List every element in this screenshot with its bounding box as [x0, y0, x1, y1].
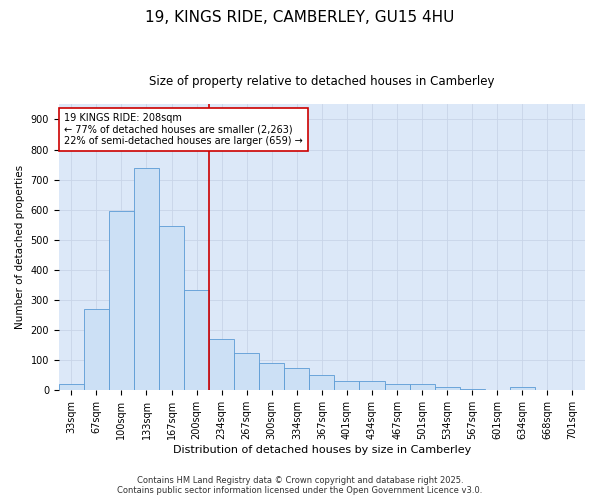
Bar	[259, 364, 284, 390]
Bar	[234, 352, 259, 391]
Bar	[159, 226, 184, 390]
Y-axis label: Number of detached properties: Number of detached properties	[15, 166, 25, 330]
Bar	[84, 309, 109, 390]
Bar	[209, 339, 234, 390]
Bar	[284, 368, 310, 390]
Bar	[134, 168, 159, 390]
Bar	[434, 388, 460, 390]
Text: 19 KINGS RIDE: 208sqm
← 77% of detached houses are smaller (2,263)
22% of semi-d: 19 KINGS RIDE: 208sqm ← 77% of detached …	[64, 113, 303, 146]
Bar	[385, 384, 410, 390]
Bar	[334, 382, 359, 390]
Bar	[410, 384, 434, 390]
Bar	[184, 290, 209, 390]
Text: Contains HM Land Registry data © Crown copyright and database right 2025.
Contai: Contains HM Land Registry data © Crown c…	[118, 476, 482, 495]
Bar	[59, 384, 84, 390]
Bar	[109, 212, 134, 390]
Text: 19, KINGS RIDE, CAMBERLEY, GU15 4HU: 19, KINGS RIDE, CAMBERLEY, GU15 4HU	[145, 10, 455, 25]
Bar	[359, 382, 385, 390]
Bar	[310, 376, 334, 390]
Bar	[460, 389, 485, 390]
X-axis label: Distribution of detached houses by size in Camberley: Distribution of detached houses by size …	[173, 445, 471, 455]
Bar	[510, 388, 535, 390]
Title: Size of property relative to detached houses in Camberley: Size of property relative to detached ho…	[149, 75, 494, 88]
